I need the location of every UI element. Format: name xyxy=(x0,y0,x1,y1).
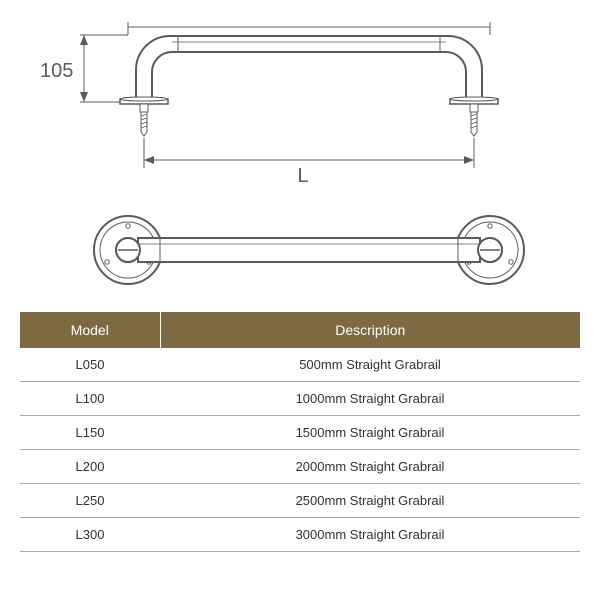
cell-description: 2000mm Straight Grabrail xyxy=(160,450,580,484)
spec-table: ModelDescription L050500mm Straight Grab… xyxy=(20,312,580,552)
table-row: L050500mm Straight Grabrail xyxy=(20,348,580,382)
table-row: L1001000mm Straight Grabrail xyxy=(20,382,580,416)
col-header-description: Description xyxy=(160,312,580,348)
table-row: L3003000mm Straight Grabrail xyxy=(20,518,580,552)
cell-model: L300 xyxy=(20,518,160,552)
cell-description: 2500mm Straight Grabrail xyxy=(160,484,580,518)
cell-model: L050 xyxy=(20,348,160,382)
side-view: 105 xyxy=(40,22,498,187)
cell-description: 1000mm Straight Grabrail xyxy=(160,382,580,416)
height-dim-label: 105 xyxy=(40,60,73,82)
technical-diagram: 105 xyxy=(20,10,580,310)
cell-description: 500mm Straight Grabrail xyxy=(160,348,580,382)
cell-description: 1500mm Straight Grabrail xyxy=(160,416,580,450)
table-row: L2502500mm Straight Grabrail xyxy=(20,484,580,518)
table-row: L1501500mm Straight Grabrail xyxy=(20,416,580,450)
plan-view xyxy=(94,216,524,284)
cell-model: L200 xyxy=(20,450,160,484)
table-row: L2002000mm Straight Grabrail xyxy=(20,450,580,484)
col-header-model: Model xyxy=(20,312,160,348)
cell-model: L250 xyxy=(20,484,160,518)
cell-model: L150 xyxy=(20,416,160,450)
cell-model: L100 xyxy=(20,382,160,416)
length-dim-label: L xyxy=(297,165,308,187)
cell-description: 3000mm Straight Grabrail xyxy=(160,518,580,552)
